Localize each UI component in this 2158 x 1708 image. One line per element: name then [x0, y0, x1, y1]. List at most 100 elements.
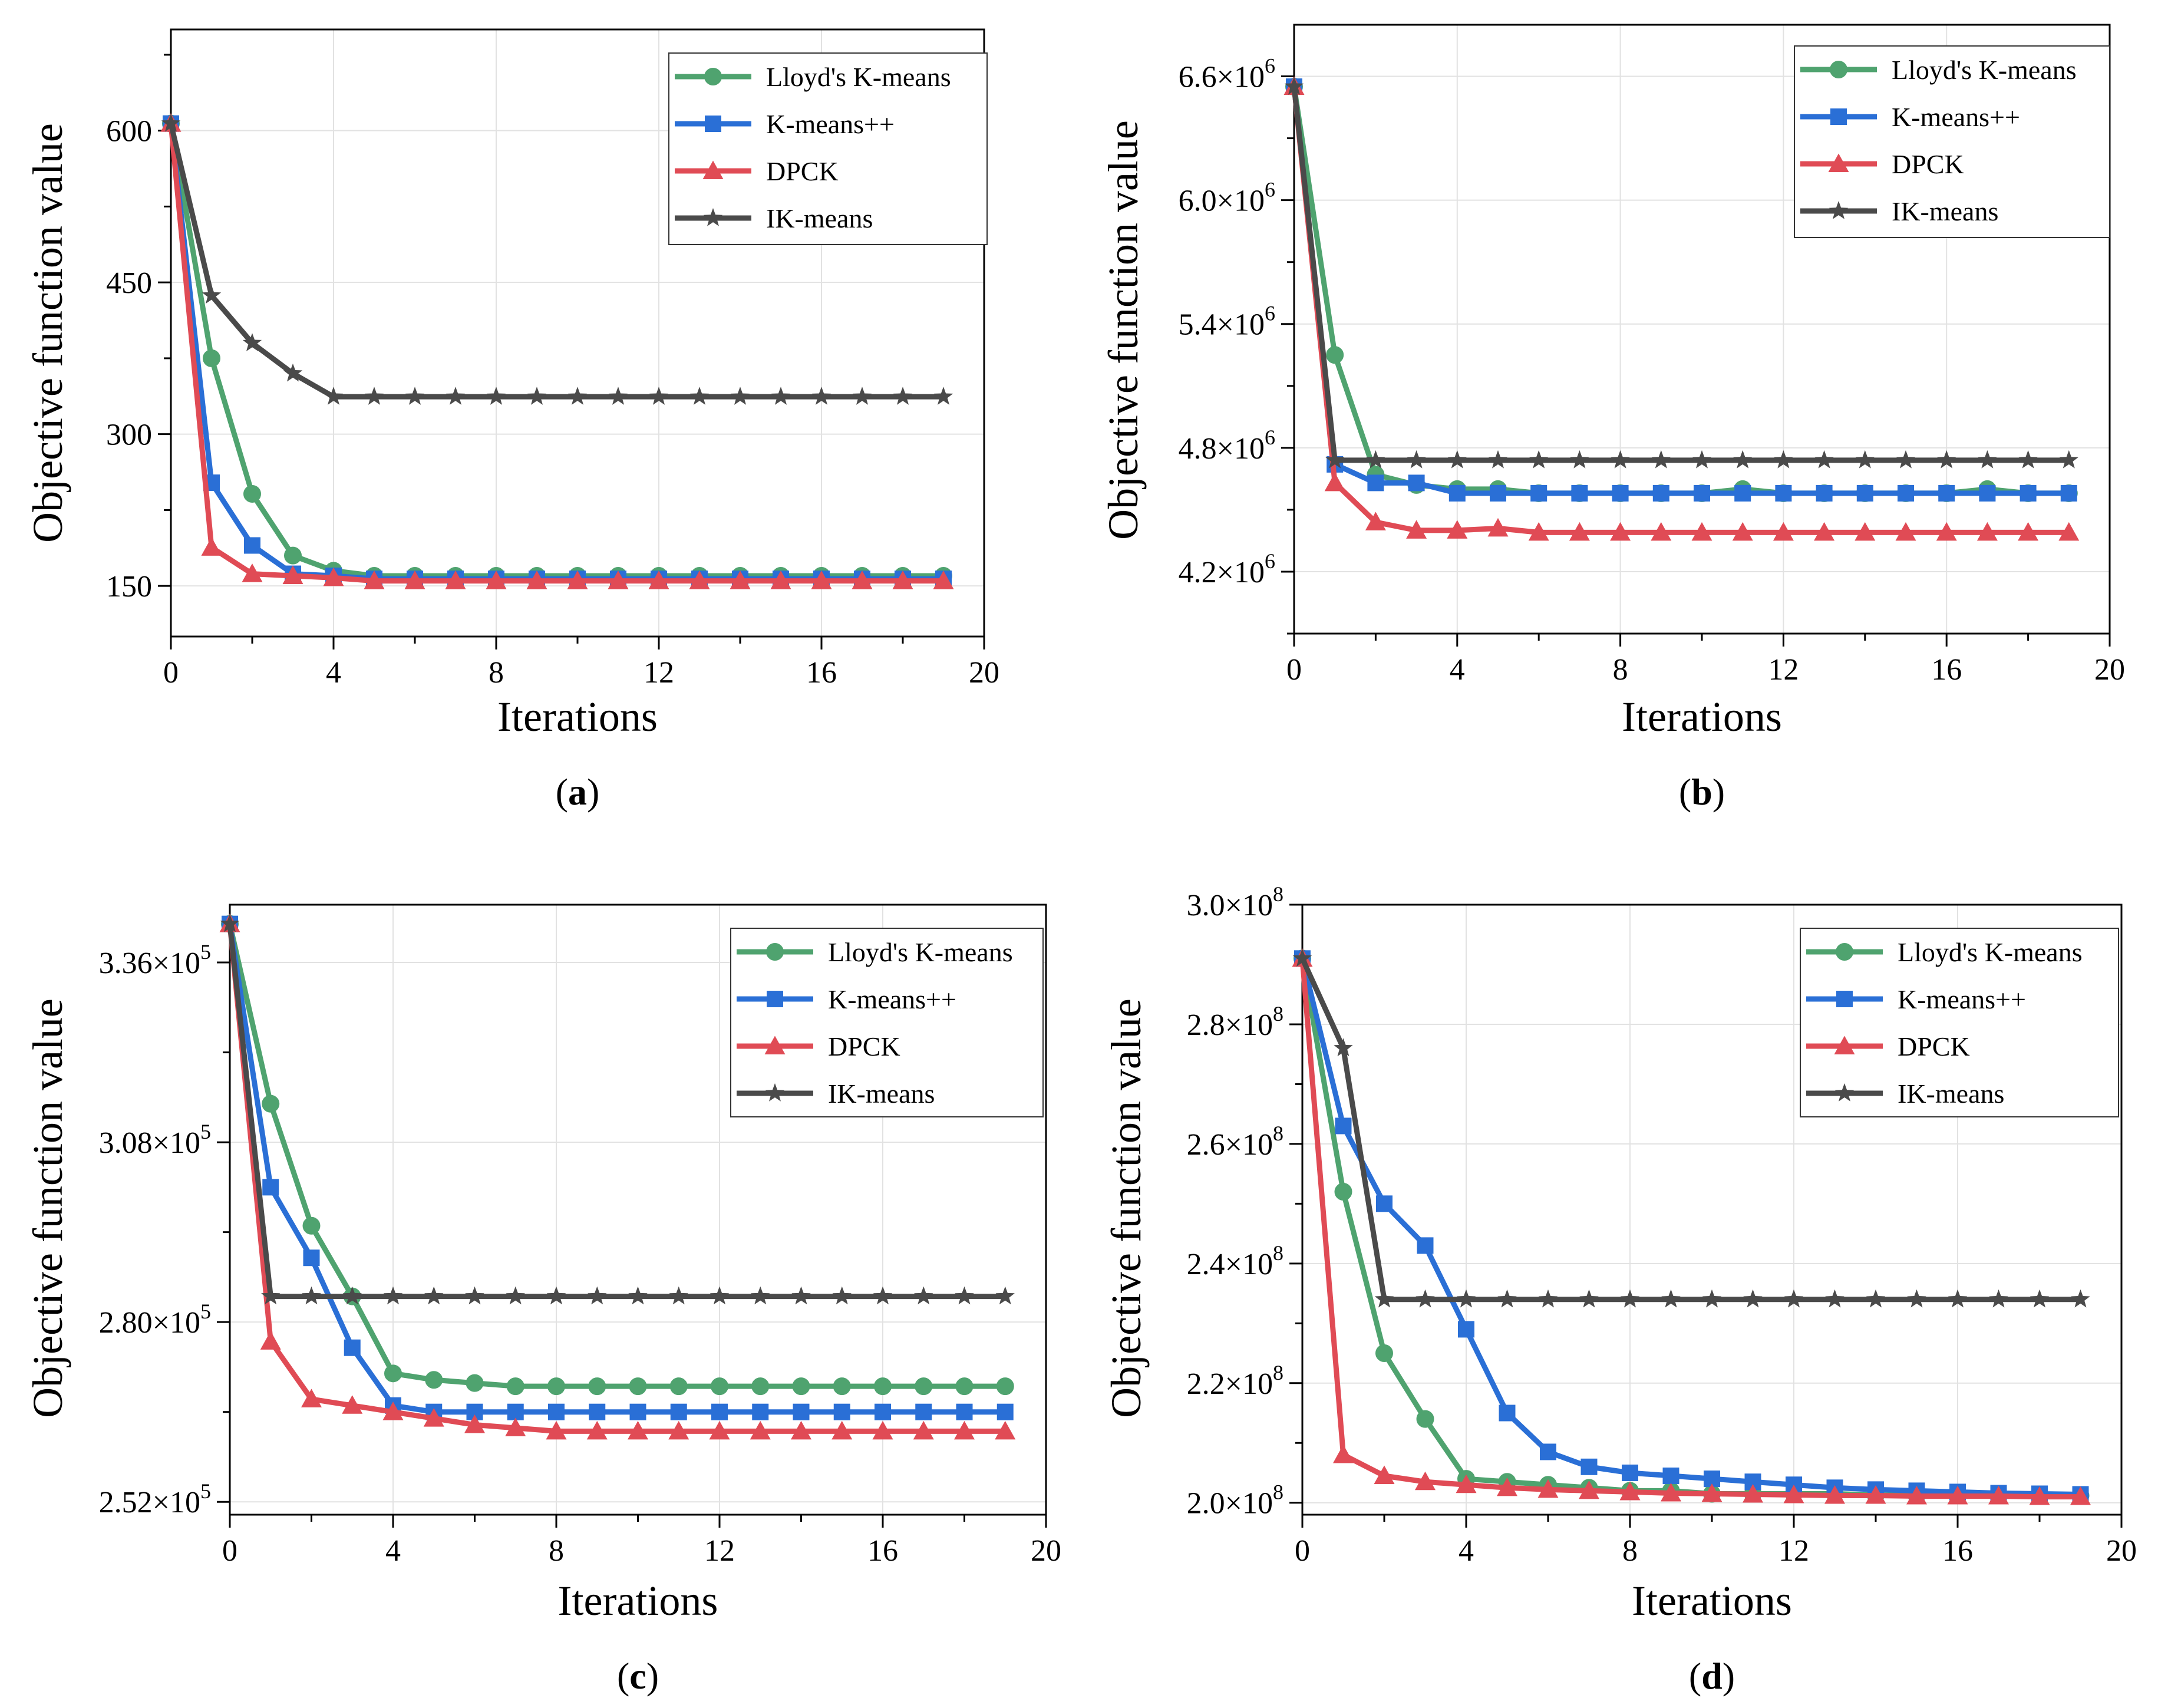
x-tick-label: 16 — [1942, 1534, 1973, 1568]
data-point-star — [261, 1286, 281, 1305]
legend-box — [1794, 45, 2110, 238]
data-point-triangle — [1895, 522, 1916, 541]
x-tick-label: 20 — [1031, 1534, 1061, 1568]
data-point-square — [915, 1403, 932, 1420]
data-point-circle — [1416, 1410, 1434, 1428]
data-point-circle — [588, 1377, 606, 1396]
legend-label: Lloyd's K-means — [1898, 937, 2083, 967]
data-point-circle — [466, 1374, 484, 1392]
data-point-triangle — [464, 1414, 485, 1433]
data-point-triangle — [892, 571, 913, 589]
data-point-triangle — [2058, 522, 2080, 541]
data-point-triangle — [323, 567, 344, 586]
x-tick-label: 8 — [1613, 653, 1628, 687]
legend-marker — [1834, 1083, 1855, 1102]
data-point-square — [1979, 484, 1996, 502]
y-tick-label: 6.0×106 — [1179, 178, 1275, 218]
x-axis-label: Iterations — [497, 693, 658, 740]
data-point-circle — [792, 1377, 810, 1396]
data-point-triangle — [2029, 1486, 2050, 1505]
data-point-star — [1447, 450, 1467, 469]
data-point-circle — [262, 1094, 280, 1113]
chart-panel-d: 0 4 8 12 16 20 2.0×108 2.2×108 2.4×108 2.6×108 2.8… — [1103, 882, 2137, 1697]
data-point-circle — [629, 1377, 647, 1396]
x-tick-label: 12 — [1778, 1534, 1809, 1568]
legend-marker — [1836, 991, 1853, 1007]
data-point-star — [1733, 450, 1753, 469]
legend-label: DPCK — [1898, 1031, 1970, 1061]
data-point-triangle — [1773, 522, 1794, 541]
data-point-star — [1570, 450, 1589, 469]
legend-marker — [1828, 153, 1849, 172]
legend-marker — [1834, 1036, 1855, 1054]
data-point-square — [1530, 484, 1547, 502]
data-point-triangle — [1610, 522, 1631, 541]
data-point-triangle — [2070, 1486, 2091, 1505]
data-point-star — [1292, 948, 1312, 967]
series-line-triangle — [168, 123, 943, 584]
data-point-star — [1374, 1289, 1394, 1308]
y-axis-label: Objective function value — [1103, 998, 1150, 1418]
data-point-star — [383, 1286, 403, 1305]
data-point-circle — [711, 1377, 728, 1396]
data-point-square — [1417, 1237, 1434, 1254]
data-point-star — [220, 914, 240, 932]
data-point-star — [1896, 450, 1916, 469]
data-point-star — [1415, 1289, 1435, 1308]
data-point-star — [2071, 1289, 2090, 1308]
data-point-triangle — [933, 571, 954, 589]
data-point-star — [567, 387, 588, 405]
data-point-star — [302, 1286, 321, 1305]
data-point-star — [1651, 450, 1671, 469]
data-point-triangle — [995, 1420, 1016, 1440]
data-point-triangle — [242, 563, 263, 582]
data-point-triangle — [1743, 1484, 1763, 1503]
y-tick-label: 4.8×106 — [1179, 426, 1275, 466]
data-point-square — [1662, 1468, 1679, 1485]
y-tick-label: 3.36×105 — [99, 940, 211, 980]
x-tick-label: 12 — [1768, 653, 1799, 687]
data-point-triangle — [1537, 1479, 1559, 1498]
data-point-triangle — [423, 1408, 444, 1427]
data-point-circle — [302, 1216, 321, 1235]
x-tick-label: 16 — [1931, 653, 1962, 687]
legend-label: K-means++ — [1892, 102, 2020, 132]
data-point-square — [956, 1403, 973, 1420]
data-point-square — [1580, 1458, 1598, 1475]
data-point-triangle — [1497, 1477, 1517, 1496]
data-point-triangle — [1814, 522, 1835, 541]
data-point-star — [1579, 1289, 1599, 1308]
data-point-triangle — [872, 1420, 893, 1440]
data-point-triangle — [689, 571, 710, 589]
y-tick-label: 3.08×105 — [99, 1120, 211, 1160]
data-point-triangle — [730, 571, 751, 589]
data-point-star — [1529, 450, 1549, 469]
data-point-star — [546, 1286, 566, 1305]
data-point-circle — [833, 1377, 851, 1396]
data-point-circle — [284, 546, 302, 565]
legend-label: IK-means — [1898, 1079, 2004, 1109]
panel-caption: (a) — [556, 771, 600, 813]
data-point-star — [527, 387, 547, 405]
legend-label: K-means++ — [828, 984, 956, 1014]
data-point-star — [995, 1286, 1015, 1305]
y-tick-label: 4.2×106 — [1179, 549, 1275, 589]
data-point-circle — [1334, 1183, 1352, 1201]
data-point-star — [1907, 1289, 1926, 1308]
data-point-star — [486, 387, 506, 405]
data-point-triangle — [1976, 522, 1998, 541]
data-point-circle — [915, 1377, 933, 1396]
x-tick-label: 8 — [549, 1534, 564, 1568]
data-point-star — [1814, 450, 1834, 469]
data-point-star — [1825, 1289, 1844, 1308]
legend-label: K-means++ — [766, 109, 895, 139]
data-point-circle — [425, 1371, 443, 1389]
data-point-star — [465, 1286, 484, 1305]
data-point-triangle — [1865, 1485, 1886, 1504]
series-line-triangle — [1291, 86, 2069, 535]
y-tick-label: 450 — [106, 266, 152, 300]
data-point-star — [628, 1286, 648, 1305]
y-tick-label: 2.8×108 — [1187, 1002, 1283, 1042]
data-point-triangle — [770, 571, 791, 589]
